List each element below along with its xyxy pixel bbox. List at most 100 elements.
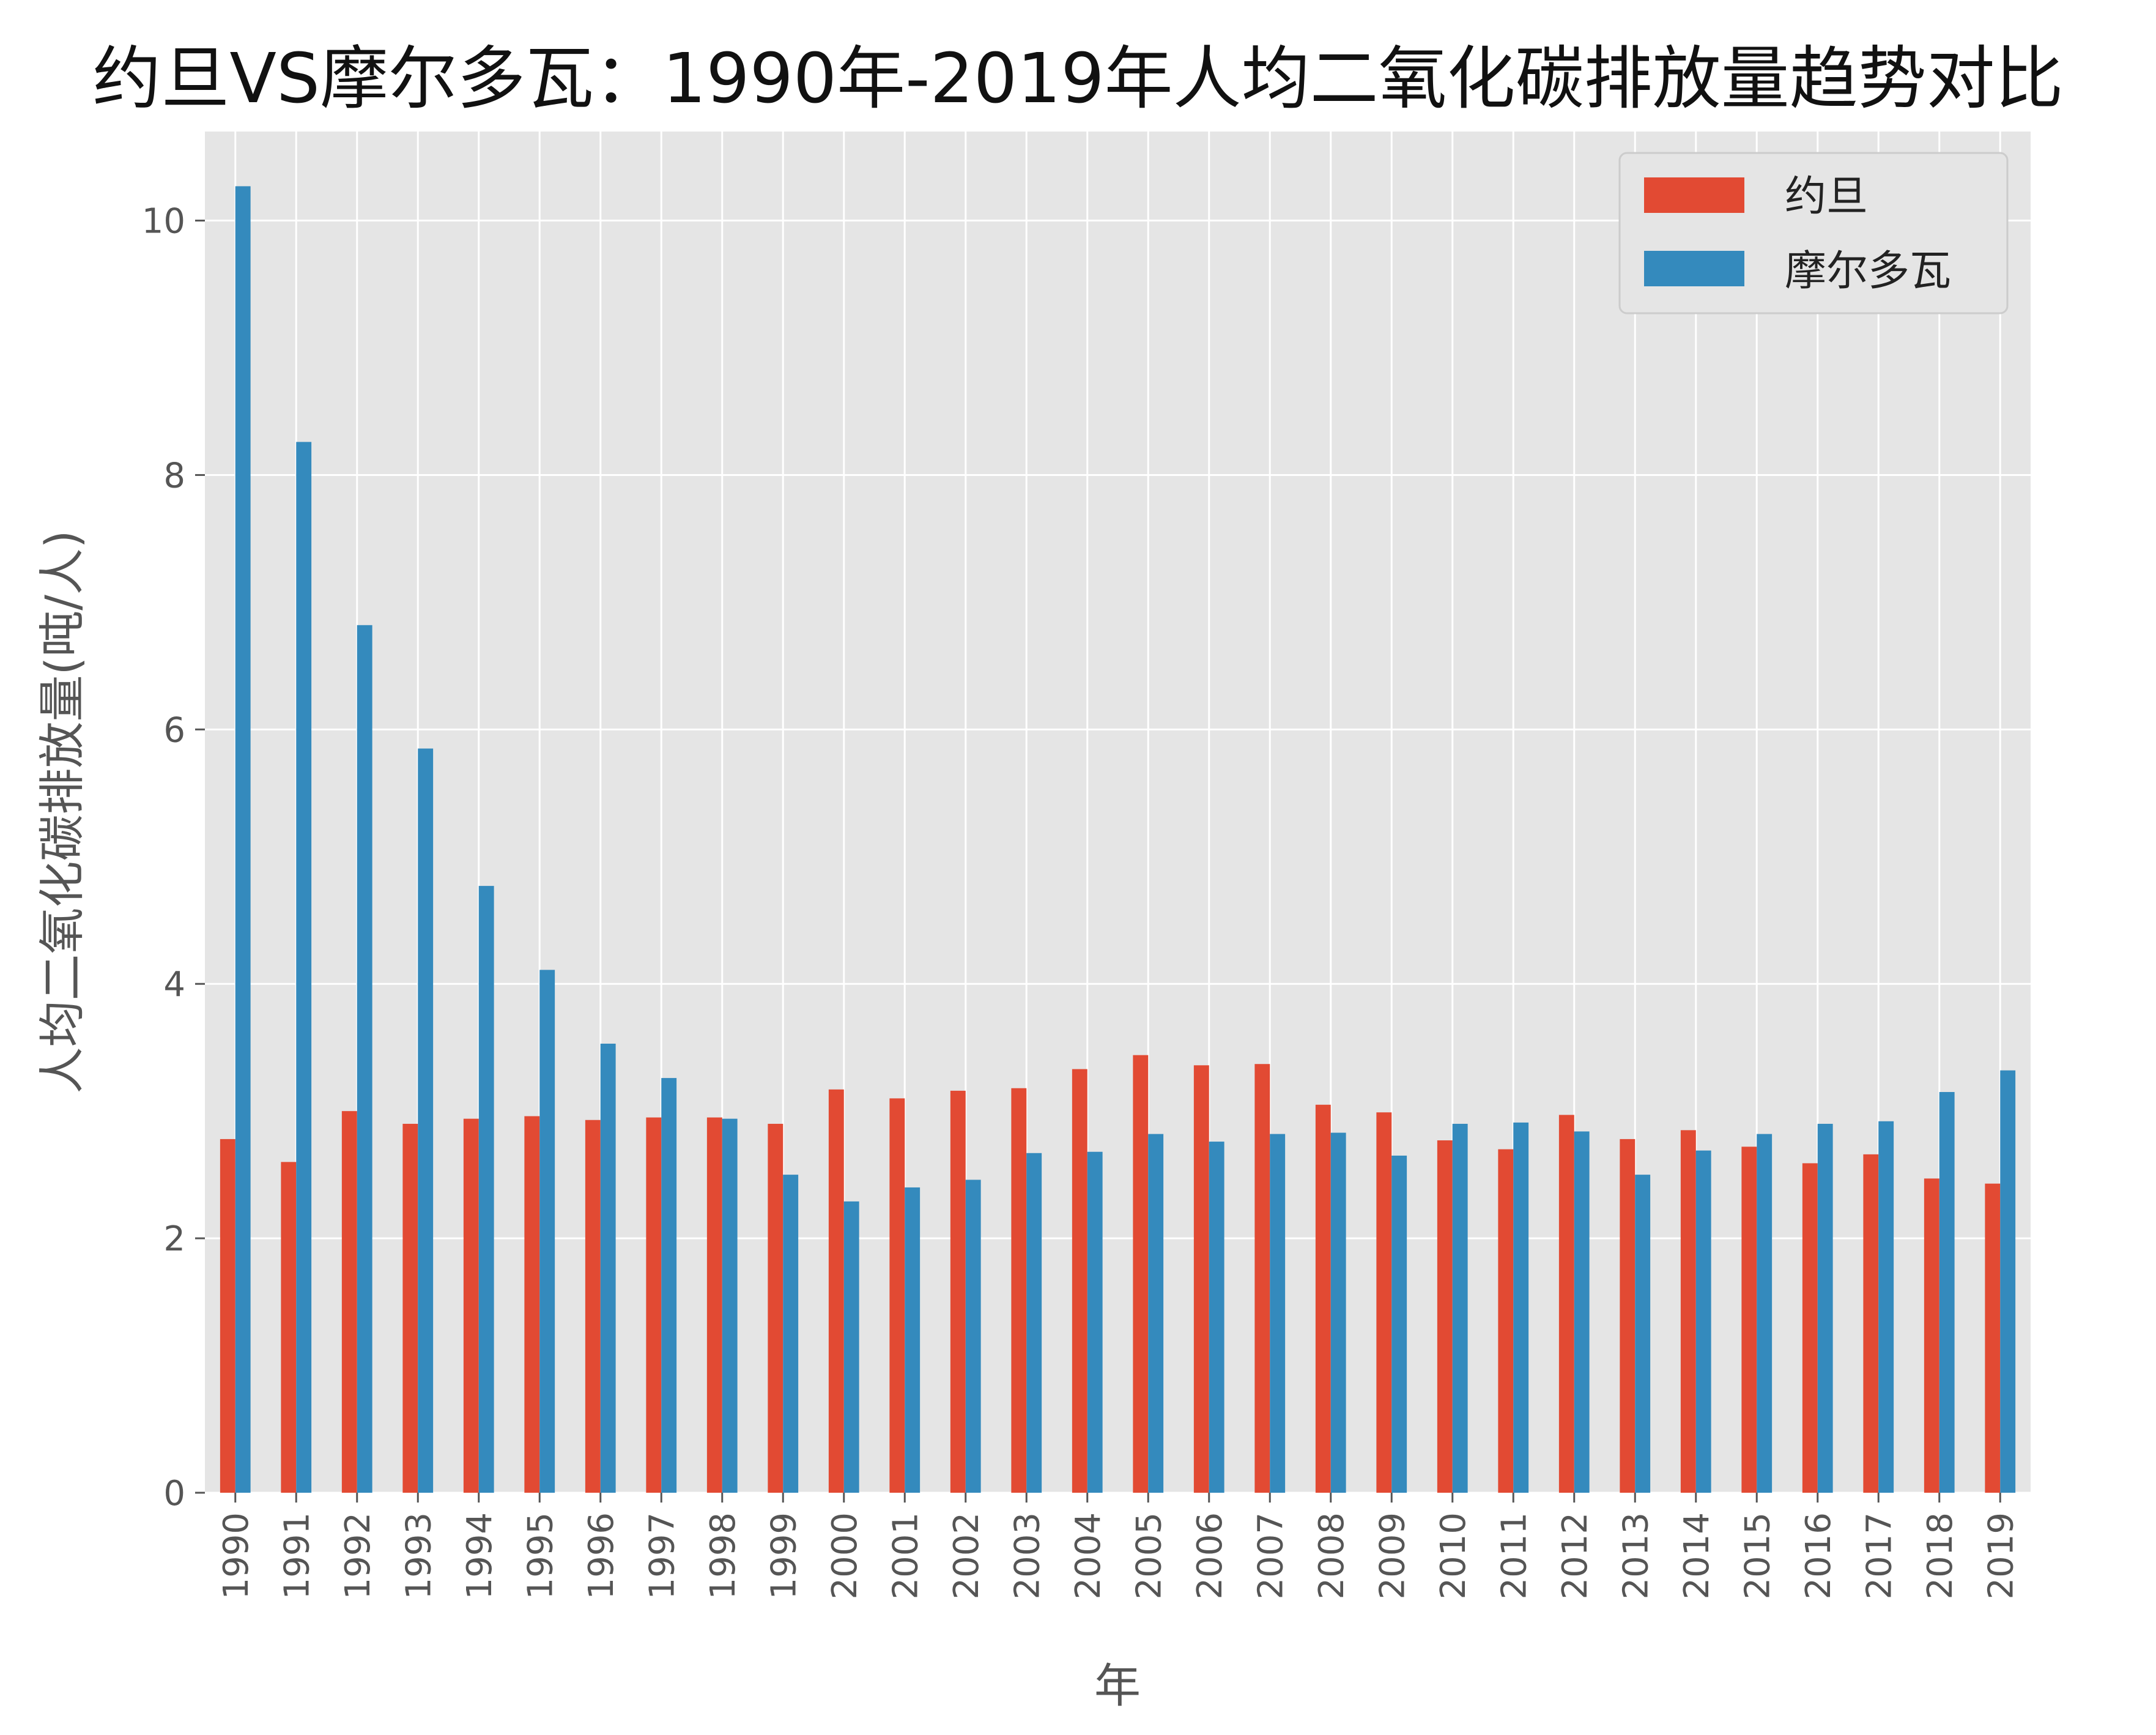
chart-title: 约旦VS摩尔多瓦：1990年-2019年人均二氧化碳排放量趋势对比 (92, 39, 2064, 119)
bar-jordan (1680, 1130, 1696, 1493)
x-tick-label: 2004 (1069, 1512, 1108, 1600)
bar-jordan (463, 1118, 479, 1493)
x-tick-label: 2011 (1494, 1512, 1534, 1600)
bar-moldova (1148, 1134, 1164, 1493)
bar-jordan (646, 1117, 662, 1493)
x-tick-label: 2006 (1190, 1512, 1230, 1600)
x-tick-label: 2008 (1312, 1512, 1352, 1600)
bar-moldova (1452, 1123, 1468, 1493)
bar-jordan (1072, 1069, 1087, 1493)
bars (220, 186, 2016, 1493)
plot-area (205, 132, 2031, 1493)
y-tick-label: 4 (163, 965, 185, 1005)
bar-jordan (1741, 1146, 1757, 1493)
x-tick-label: 1998 (703, 1512, 743, 1600)
axes: 0 2 4 6 8 10 1990 1991 1992 1993 1994 1995 1996 1997 1… (142, 202, 2021, 1600)
bar-jordan (1315, 1104, 1331, 1493)
bar-moldova (1817, 1123, 1833, 1493)
x-tick-label: 2013 (1616, 1512, 1656, 1600)
bar-moldova (1939, 1091, 1955, 1493)
y-axis-label: 人均二氧化碳排放量(吨/人) (35, 530, 89, 1094)
bar-moldova (1878, 1121, 1894, 1493)
bar-moldova (1513, 1122, 1529, 1493)
bar-jordan (1193, 1065, 1209, 1493)
bar-moldova (1757, 1134, 1773, 1493)
bar-moldova (1391, 1155, 1407, 1493)
bar-jordan (402, 1123, 418, 1493)
y-tick-label: 0 (163, 1474, 185, 1514)
bar-jordan (1011, 1088, 1027, 1493)
bar-jordan (281, 1162, 297, 1493)
x-tick-label: 2018 (1921, 1512, 1960, 1600)
bar-jordan (1802, 1163, 1818, 1493)
bar-moldova (357, 625, 372, 1493)
bar-moldova (783, 1175, 799, 1493)
bar-moldova (1574, 1131, 1590, 1493)
y-tick-label: 10 (142, 202, 185, 242)
x-tick-label: 2014 (1677, 1512, 1717, 1600)
bar-jordan (1558, 1115, 1574, 1493)
x-tick-label: 1996 (582, 1512, 621, 1600)
x-tick-label: 2016 (1799, 1512, 1839, 1600)
bar-jordan (1924, 1178, 1939, 1493)
bar-jordan (585, 1120, 601, 1493)
bar-moldova (1695, 1150, 1711, 1493)
x-tick-label: 1995 (520, 1512, 560, 1600)
bar-moldova (1635, 1175, 1651, 1493)
x-tick-label: 2000 (825, 1512, 865, 1600)
bar-moldova (965, 1180, 981, 1493)
bar-moldova (905, 1187, 921, 1493)
bar-moldova (1330, 1132, 1346, 1493)
x-axis-label: 年 (1094, 1659, 1141, 1713)
bar-jordan (1254, 1064, 1270, 1493)
x-tick-label: 1999 (764, 1512, 804, 1600)
bar-jordan (950, 1090, 966, 1493)
bar-jordan (220, 1139, 235, 1493)
x-tick-label: 2010 (1434, 1512, 1473, 1600)
bar-jordan (1376, 1112, 1392, 1493)
bar-moldova (843, 1201, 859, 1493)
bar-moldova (1209, 1142, 1224, 1493)
bar-jordan (1620, 1139, 1636, 1493)
x-tick-label: 2007 (1251, 1512, 1291, 1600)
legend-label-moldova: 摩尔多瓦 (1785, 247, 1951, 295)
legend-swatch-jordan (1644, 177, 1744, 213)
x-tick-label: 2003 (1007, 1512, 1047, 1600)
x-tick-label: 1991 (277, 1512, 317, 1600)
bar-jordan (1863, 1154, 1879, 1493)
x-tick-label: 2017 (1859, 1512, 1899, 1600)
x-tick-label: 1993 (399, 1512, 439, 1600)
bar-jordan (341, 1111, 357, 1493)
legend-swatch-moldova (1644, 251, 1744, 286)
x-tick-label: 1997 (642, 1512, 682, 1600)
y-tick-label: 6 (163, 710, 185, 750)
bar-moldova (600, 1043, 616, 1493)
x-tick-label: 2002 (947, 1512, 987, 1600)
x-tick-label: 1994 (460, 1512, 500, 1600)
bar-moldova (418, 748, 434, 1493)
bar-moldova (235, 186, 251, 1493)
bar-moldova (2000, 1070, 2016, 1493)
bar-jordan (1498, 1149, 1514, 1493)
x-tick-label: 2015 (1738, 1512, 1777, 1600)
bar-jordan (1133, 1055, 1149, 1493)
bar-jordan (828, 1089, 844, 1493)
bar-moldova (478, 886, 494, 1493)
x-tick-label: 2005 (1129, 1512, 1169, 1600)
bar-moldova (1087, 1151, 1103, 1493)
bar-jordan (524, 1116, 540, 1493)
bar-moldova (1270, 1134, 1286, 1493)
x-tick-label: 2009 (1373, 1512, 1412, 1600)
bar-moldova (722, 1118, 738, 1493)
legend: 约旦 摩尔多瓦 (1618, 152, 2009, 314)
x-tick-label: 2012 (1555, 1512, 1595, 1600)
bar-jordan (768, 1123, 783, 1493)
x-tick-label: 2001 (886, 1512, 925, 1600)
bar-moldova (539, 970, 555, 1493)
bar-jordan (1437, 1140, 1453, 1493)
legend-label-jordan: 约旦 (1785, 173, 1868, 221)
x-tick-label: 2019 (1981, 1512, 2021, 1600)
bar-moldova (296, 442, 312, 1493)
bar-moldova (1026, 1153, 1042, 1493)
